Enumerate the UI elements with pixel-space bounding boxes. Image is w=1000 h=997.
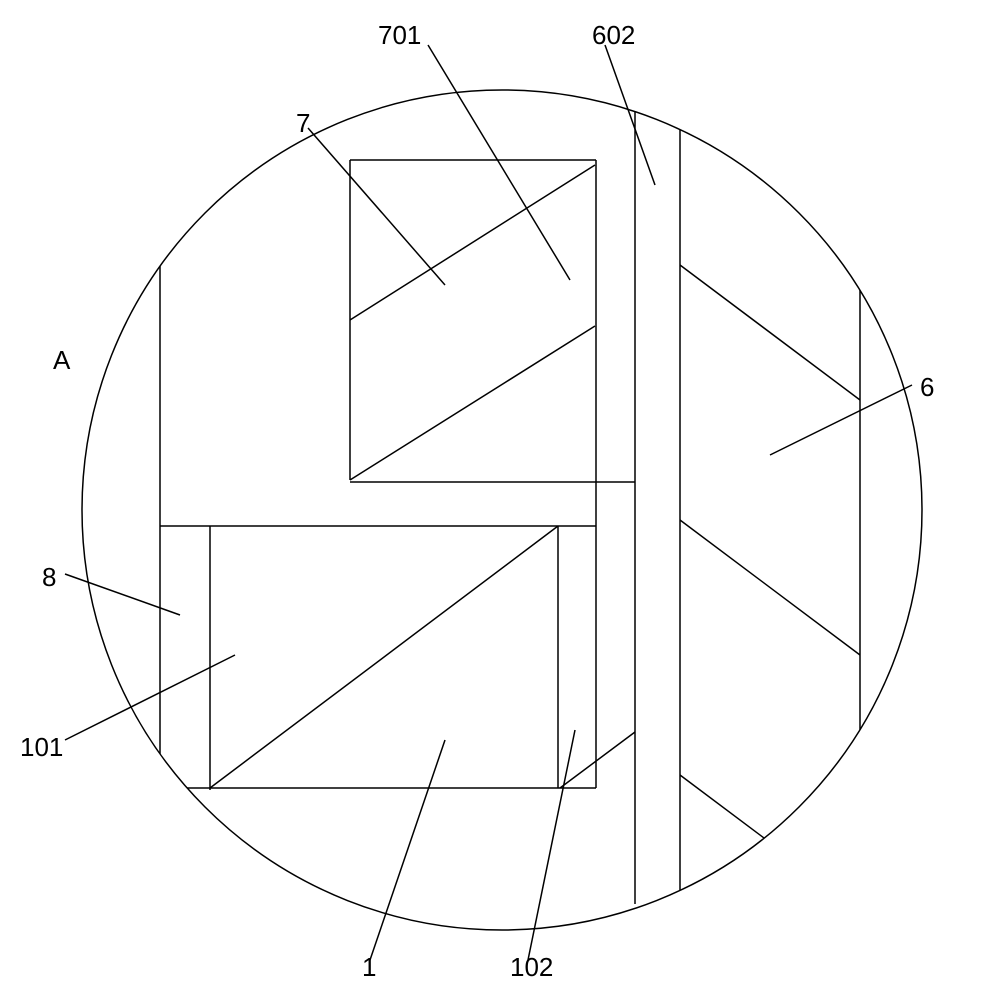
label-1: 1 (362, 952, 376, 983)
label-8: 8 (42, 562, 56, 593)
label-701: 701 (378, 20, 421, 51)
diag-right-1 (680, 265, 860, 400)
label-7: 7 (296, 108, 310, 139)
lead-6 (770, 385, 912, 455)
diag-bottom-main (210, 526, 558, 788)
main-circle (82, 90, 922, 930)
label-602: 602 (592, 20, 635, 51)
label-6: 6 (920, 372, 934, 403)
lead-8 (65, 574, 180, 615)
lead-1 (370, 740, 445, 960)
lead-602 (605, 45, 655, 185)
label-102: 102 (510, 952, 553, 983)
diag-box7-lower (350, 326, 595, 480)
technical-diagram (0, 0, 1000, 997)
diag-bottom-right (560, 732, 635, 788)
label-101: 101 (20, 732, 63, 763)
label-A: A (53, 345, 70, 376)
lead-701 (428, 45, 570, 280)
diagram-container: 701 602 7 A 6 8 101 1 102 (0, 0, 1000, 997)
diag-box7-upper (350, 165, 595, 320)
lead-7 (308, 128, 445, 285)
diag-right-3 (680, 775, 860, 910)
diag-right-2 (680, 520, 860, 655)
